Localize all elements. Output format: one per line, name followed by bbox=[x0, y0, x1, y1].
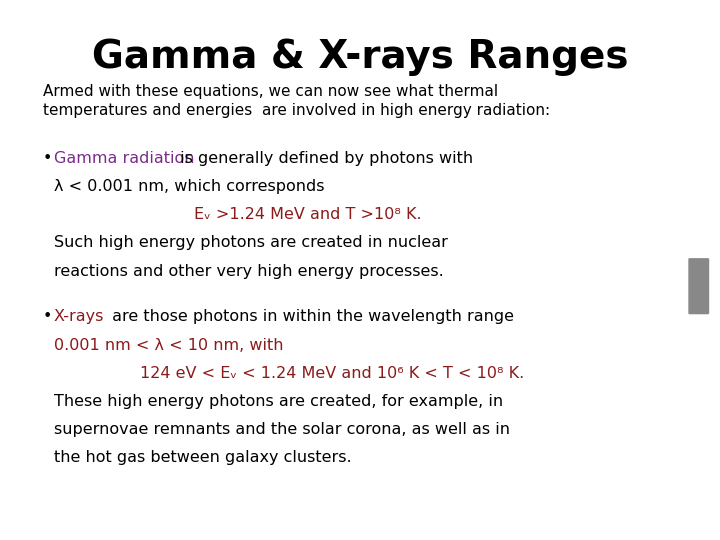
Text: are those photons in within the wavelength range: are those photons in within the waveleng… bbox=[107, 309, 513, 325]
Text: Gamma radiation: Gamma radiation bbox=[54, 151, 194, 166]
Text: Such high energy photons are created in nuclear: Such high energy photons are created in … bbox=[54, 235, 448, 251]
Text: λ < 0.001 nm, which corresponds: λ < 0.001 nm, which corresponds bbox=[54, 179, 325, 194]
Text: reactions and other very high energy processes.: reactions and other very high energy pro… bbox=[54, 264, 444, 279]
Text: Gamma & X-rays Ranges: Gamma & X-rays Ranges bbox=[91, 38, 629, 76]
Text: 124 eV < Eᵥ < 1.24 MeV and 10⁶ K < T < 10⁸ K.: 124 eV < Eᵥ < 1.24 MeV and 10⁶ K < T < 1… bbox=[140, 366, 525, 381]
Text: the hot gas between galaxy clusters.: the hot gas between galaxy clusters. bbox=[54, 450, 351, 465]
Text: 0.001 nm < λ < 10 nm, with: 0.001 nm < λ < 10 nm, with bbox=[54, 338, 284, 353]
Text: is generally defined by photons with: is generally defined by photons with bbox=[175, 151, 473, 166]
Text: These high energy photons are created, for example, in: These high energy photons are created, f… bbox=[54, 394, 503, 409]
Text: •: • bbox=[43, 151, 58, 166]
Text: supernovae remnants and the solar corona, as well as in: supernovae remnants and the solar corona… bbox=[54, 422, 510, 437]
Text: •: • bbox=[43, 309, 58, 325]
Text: temperatures and energies  are involved in high energy radiation:: temperatures and energies are involved i… bbox=[43, 103, 550, 118]
Text: X-rays: X-rays bbox=[54, 309, 104, 325]
Text: Eᵥ >1.24 MeV and T >10⁸ K.: Eᵥ >1.24 MeV and T >10⁸ K. bbox=[194, 207, 422, 222]
Text: Armed with these equations, we can now see what thermal: Armed with these equations, we can now s… bbox=[43, 84, 498, 99]
